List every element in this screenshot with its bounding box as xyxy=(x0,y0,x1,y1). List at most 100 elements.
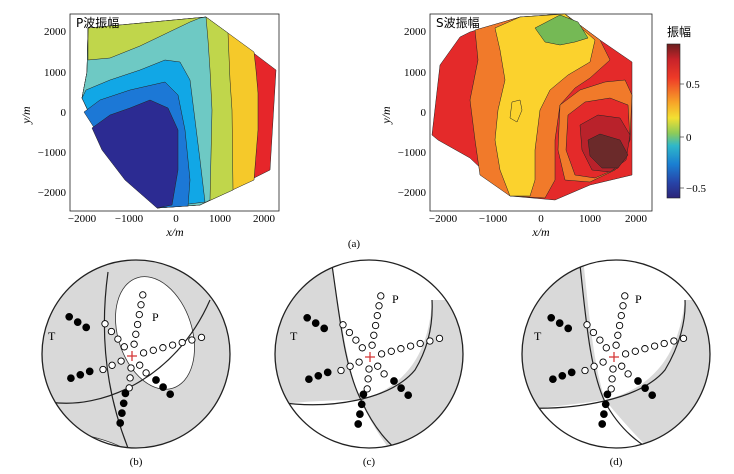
s-x-tick: 2000 xyxy=(625,213,648,225)
dilatation-station-marker xyxy=(373,311,381,320)
compression-station-marker xyxy=(65,312,74,321)
compression-station-marker xyxy=(634,377,642,385)
dilatation-station-marker xyxy=(670,337,678,345)
dilatation-station-marker xyxy=(615,321,624,330)
s-x-tick: 1000 xyxy=(579,213,602,225)
dilatation-station-marker xyxy=(188,336,196,344)
compression-station-marker xyxy=(549,375,557,384)
dilatation-station-marker xyxy=(355,358,363,366)
s-zone-green xyxy=(534,14,589,46)
compression-station-marker xyxy=(67,374,75,383)
compression-station-marker xyxy=(601,400,610,409)
dilatation-station-marker xyxy=(101,320,109,328)
dilatation-station-marker xyxy=(132,330,140,338)
p-axis-label-c: P xyxy=(392,292,399,306)
p-y-ticks: 2000 1000 0 −1000 −2000 xyxy=(38,26,67,199)
s-zone-darkred xyxy=(587,133,629,169)
dilatation-station-marker xyxy=(339,321,347,329)
s-y-tick: 1000 xyxy=(404,67,427,79)
nodal-plane-c xyxy=(276,299,433,406)
dilatation-station-marker xyxy=(368,341,376,349)
compression-station-marker xyxy=(598,420,607,428)
dilatation-station-marker xyxy=(364,375,372,383)
dilatation-station-marker xyxy=(612,341,620,349)
compression-station-marker xyxy=(166,390,175,399)
dilatation-station-marker xyxy=(618,362,626,370)
s-y-ticks: 2000 1000 0 −1000 −2000 xyxy=(398,26,427,199)
station-group-c xyxy=(303,292,444,428)
dilatation-station-marker xyxy=(197,333,206,342)
dilatation-station-marker xyxy=(583,321,591,329)
dilatation-station-marker xyxy=(149,346,157,354)
compression-station-marker xyxy=(354,420,363,428)
compression-station-marker xyxy=(303,313,312,322)
s-x-tick: −2000 xyxy=(429,213,458,225)
s-zone-yellow xyxy=(494,13,596,197)
dilatation-station-marker xyxy=(352,336,360,344)
dilatation-station-marker xyxy=(650,342,659,350)
p-y-tick: −1000 xyxy=(38,147,67,159)
dilatation-station-marker xyxy=(107,327,116,336)
dilatation-station-marker xyxy=(130,340,138,348)
compression-station-marker xyxy=(357,400,366,409)
s-y-tick: −1000 xyxy=(398,147,427,159)
compression-station-marker xyxy=(558,371,567,380)
dilatation-station-marker xyxy=(602,344,610,352)
dilatation-station-marker xyxy=(374,362,382,370)
caption-c: (c) xyxy=(363,456,376,468)
compression-station-marker xyxy=(404,391,413,400)
compression-station-marker xyxy=(311,319,320,327)
compression-station-marker xyxy=(547,313,556,322)
dilatation-station-marker xyxy=(631,347,639,355)
s-map-title: S波振幅 xyxy=(436,15,480,30)
compression-station-marker xyxy=(314,371,323,380)
compression-station-marker xyxy=(600,410,608,418)
compression-station-marker xyxy=(603,390,612,399)
s-x-ticks: −2000 −1000 0 1000 2000 xyxy=(429,213,648,225)
compression-station-marker xyxy=(555,319,564,327)
dilatation-station-marker xyxy=(617,311,625,320)
dilatation-station-marker xyxy=(346,362,354,370)
dilatation-station-marker xyxy=(435,334,444,343)
dilatation-station-marker xyxy=(621,350,630,358)
p-x-tick: 1000 xyxy=(209,213,232,225)
dilatation-station-marker xyxy=(397,345,405,353)
p-y-label: y/m xyxy=(19,106,33,125)
nodal-plane-b xyxy=(103,271,129,448)
dilatation-station-marker xyxy=(377,350,386,358)
p-axis-label-b: P xyxy=(152,310,159,324)
dilatation-station-marker xyxy=(619,302,627,310)
dilatation-station-marker xyxy=(159,344,167,352)
p-x-tick: 0 xyxy=(173,213,179,225)
dilatation-station-marker xyxy=(641,345,649,353)
compression-station-marker xyxy=(73,318,82,326)
focal-outline-c xyxy=(274,259,464,449)
dilatation-station-marker xyxy=(337,366,345,375)
station-group-d xyxy=(547,292,688,428)
p-x-label: x/m xyxy=(165,225,184,239)
p-y-tick: 2000 xyxy=(44,26,67,38)
dilatation-station-marker xyxy=(614,331,622,339)
compression-station-marker xyxy=(116,419,125,427)
s-y-tick: −2000 xyxy=(398,187,427,199)
dilatation-station-marker xyxy=(125,384,133,392)
dilatation-station-marker xyxy=(377,292,385,300)
compression-station-marker xyxy=(82,323,91,332)
dilatation-station-marker xyxy=(596,336,604,344)
dilatation-station-marker xyxy=(139,349,148,357)
dilatation-station-marker xyxy=(589,328,598,337)
dilatation-station-marker xyxy=(416,339,424,348)
dilatation-station-marker xyxy=(127,364,135,372)
s-y-tick: 0 xyxy=(421,107,427,119)
dilatation-station-marker xyxy=(120,343,128,351)
p-x-ticks: −2000 −1000 0 1000 2000 xyxy=(68,213,276,225)
dilatation-station-marker xyxy=(142,369,150,377)
p-x-tick: −2000 xyxy=(68,213,97,225)
caption-b: (b) xyxy=(130,456,143,468)
compression-station-marker xyxy=(564,324,573,333)
compression-station-marker xyxy=(85,367,94,376)
dilatation-station-marker xyxy=(135,310,143,319)
compression-station-marker xyxy=(152,376,160,384)
center-cross-c xyxy=(365,352,375,362)
